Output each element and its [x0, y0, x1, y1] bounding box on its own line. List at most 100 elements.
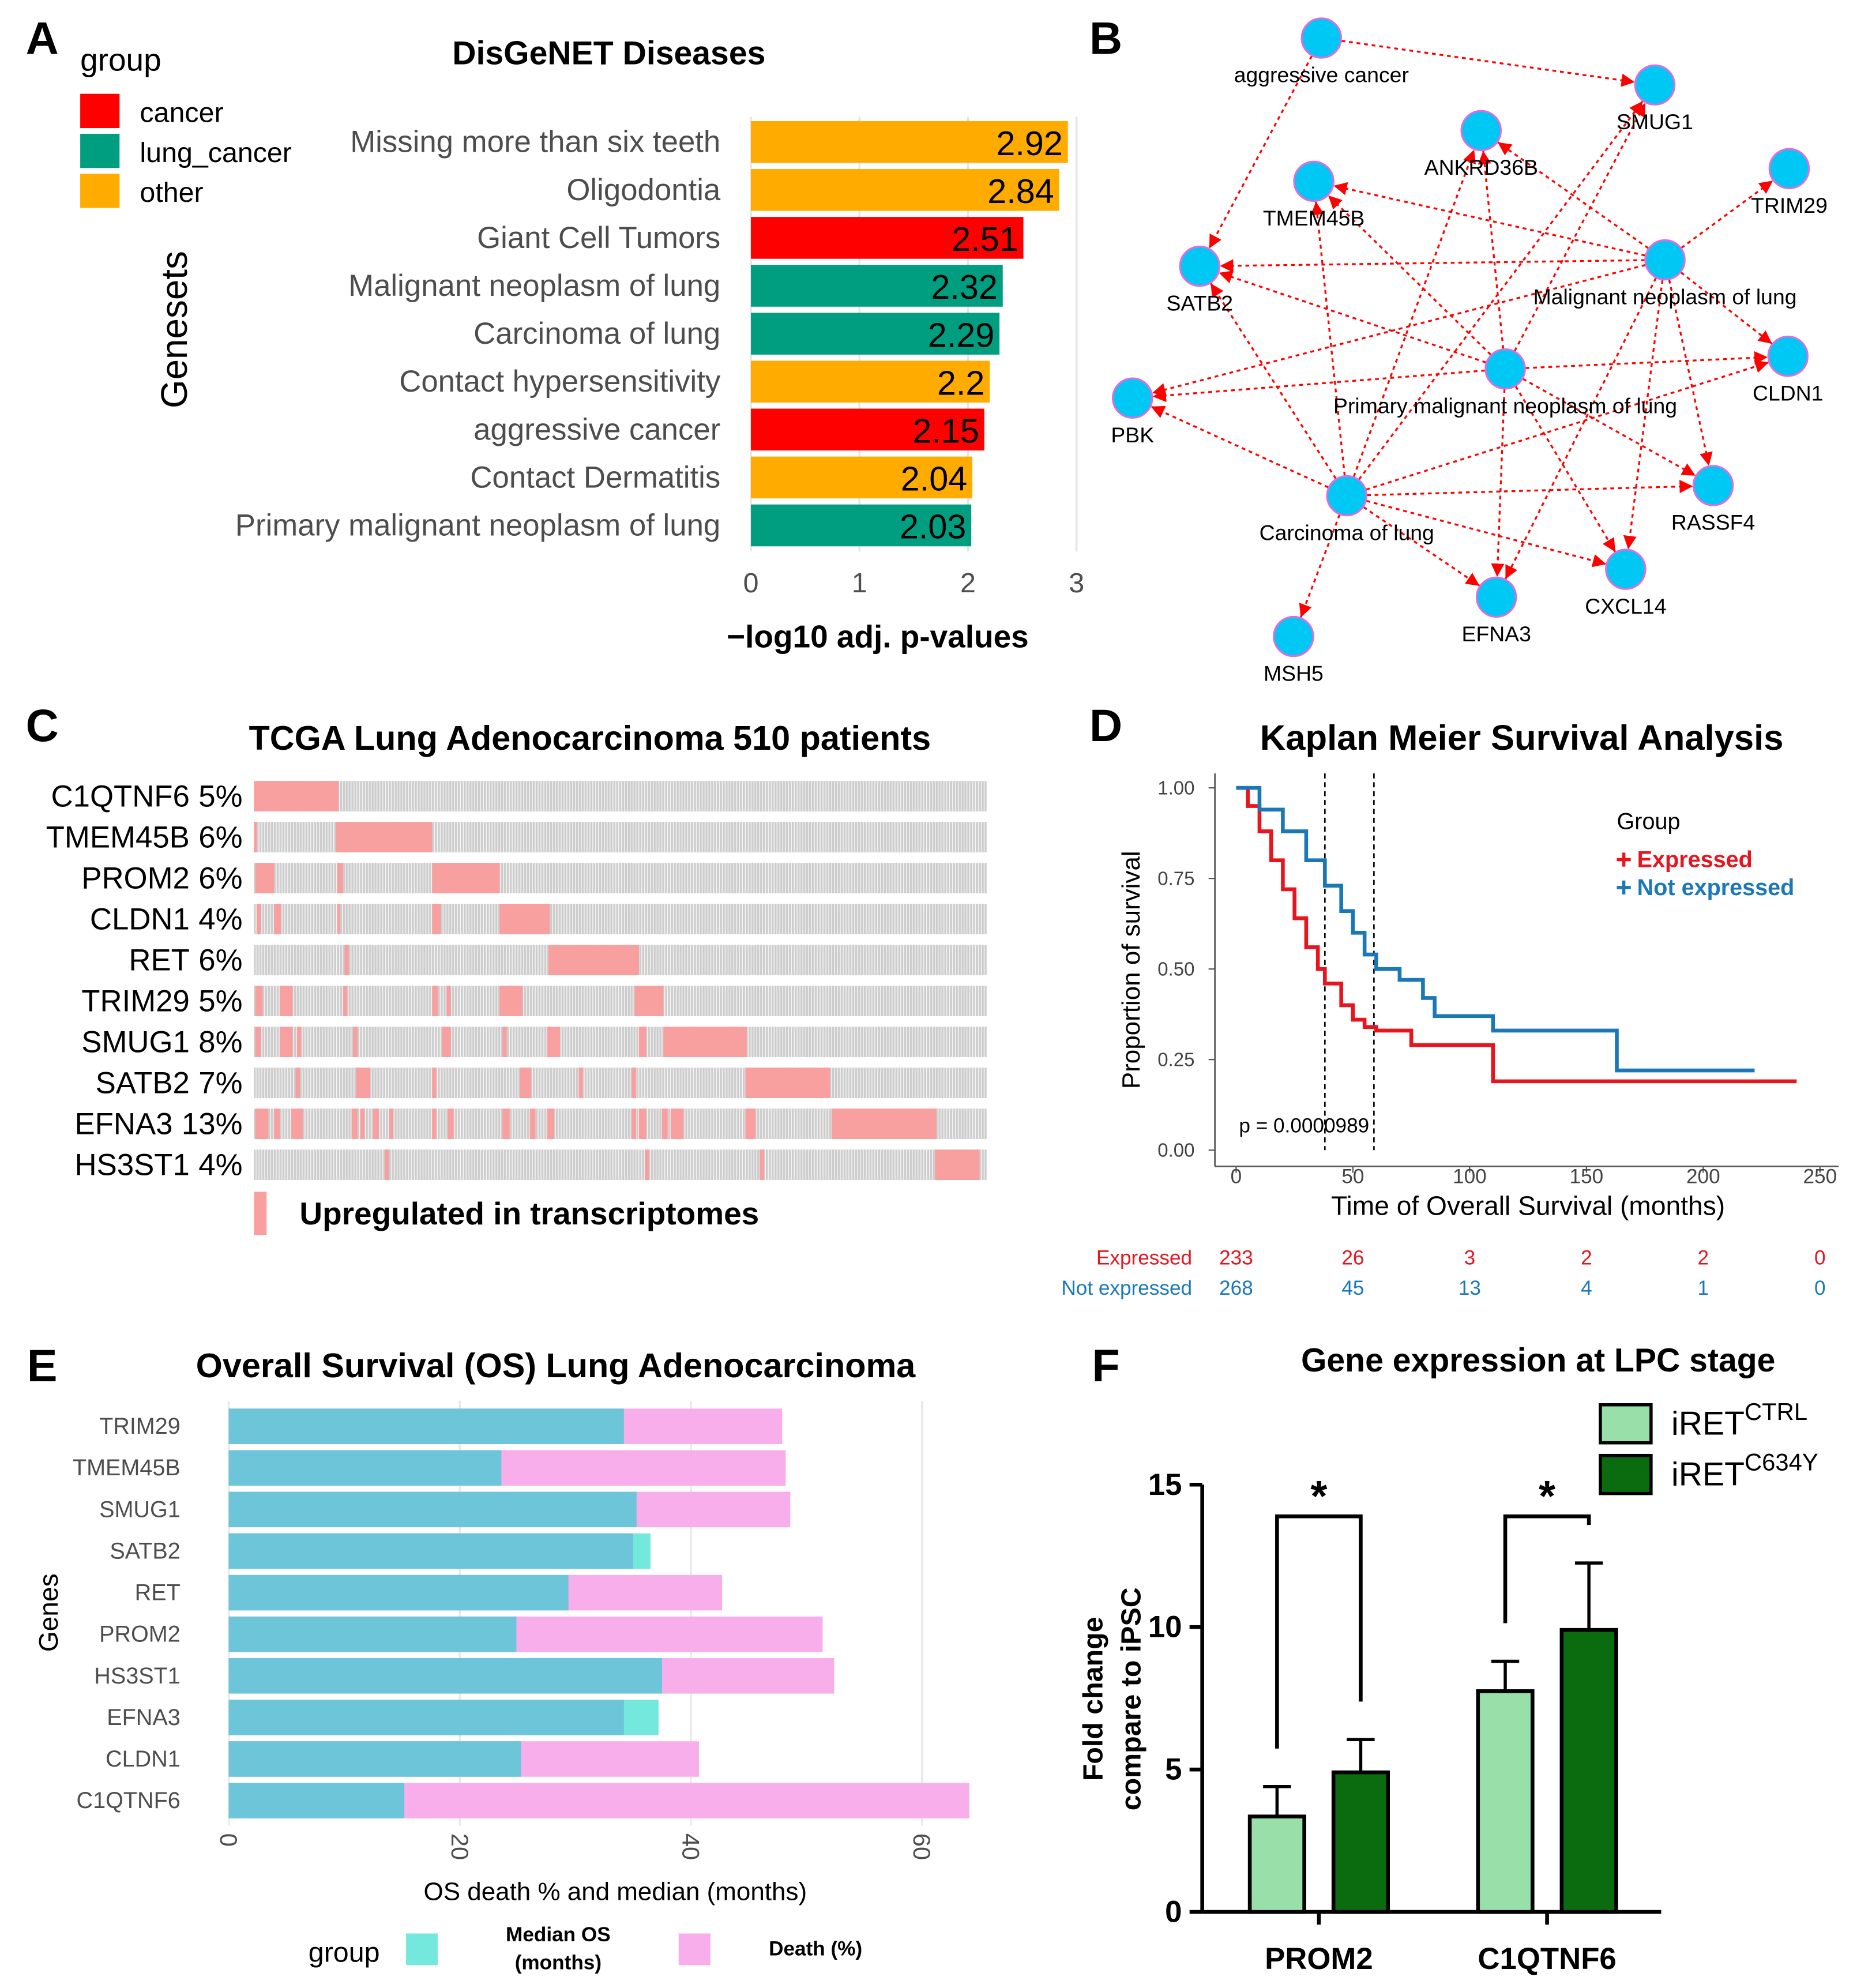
- node-label: SATB2: [1166, 291, 1233, 315]
- alteration: [344, 945, 349, 975]
- alteration: [351, 1108, 358, 1139]
- alteration: [634, 986, 664, 1016]
- node: [1768, 148, 1810, 190]
- gene-label: SATB2 7%: [96, 1066, 243, 1100]
- gene-name: HS3ST1: [75, 1148, 190, 1182]
- error-bar: [1347, 1738, 1375, 1773]
- bar: [751, 121, 1068, 163]
- alteration: [432, 863, 500, 893]
- alteration: [297, 1027, 302, 1057]
- node-label: Primary malignant neoplasm of lung: [1333, 393, 1677, 418]
- survival-curve: [1236, 786, 1755, 1073]
- risk-count: 233: [1219, 1246, 1253, 1269]
- category-label: SMUG1: [99, 1497, 181, 1522]
- value-label: 2.84: [987, 172, 1054, 211]
- alteration: [446, 986, 451, 1016]
- edge: [1299, 514, 1341, 618]
- gene-label: TMEM45B 6%: [46, 820, 243, 854]
- alteration: [745, 1108, 755, 1139]
- edge: [1152, 369, 1486, 403]
- node-label: Carcinoma of lung: [1260, 520, 1434, 544]
- panel-letter: B: [1089, 12, 1122, 63]
- edge: [1522, 378, 1696, 477]
- bar: [228, 1491, 637, 1528]
- gene-label: RET 6%: [129, 943, 242, 977]
- y-tick-label: 15: [1148, 1468, 1182, 1502]
- node: [1460, 110, 1502, 152]
- bar: [751, 313, 1000, 355]
- alteration: [389, 1108, 393, 1139]
- risk-count: 0: [1814, 1246, 1826, 1269]
- edge: [1341, 40, 1635, 87]
- x-tick-label: 100: [1453, 1166, 1487, 1188]
- category-label: EFNA3: [107, 1705, 181, 1730]
- y-tick-label: 0.00: [1157, 1140, 1194, 1161]
- y-axis-label: Genesets: [153, 251, 195, 408]
- gene-name: C1QTNF6: [51, 779, 190, 813]
- edge: [1209, 283, 1337, 479]
- alteration: [745, 1068, 830, 1098]
- track: [254, 863, 987, 893]
- alteration: [631, 1108, 637, 1139]
- alteration: [663, 1027, 747, 1057]
- legend-title: group: [80, 42, 161, 77]
- x-tick-label: 20: [446, 1833, 473, 1860]
- alteration: [337, 863, 343, 893]
- value-label: 2.15: [912, 411, 979, 450]
- risk-label: Expressed: [1096, 1246, 1192, 1269]
- alteration: [760, 1149, 764, 1180]
- legend-label: Upregulated in transcriptomes: [299, 1196, 759, 1231]
- node: [1326, 475, 1367, 517]
- bar: [228, 1741, 521, 1777]
- bar: [228, 1408, 624, 1444]
- gene-label: EFNA3 13%: [75, 1107, 243, 1141]
- alteration: [255, 986, 263, 1016]
- node-label: EFNA3: [1461, 622, 1531, 646]
- alteration: [337, 904, 340, 934]
- error-bar: [1491, 1659, 1520, 1692]
- gene-name: CLDN1: [90, 902, 190, 936]
- legend-label: other: [140, 177, 203, 208]
- legend-title: group: [309, 1937, 380, 1968]
- gene-name: SMUG1: [81, 1025, 190, 1059]
- track: [254, 904, 987, 934]
- alteration: [280, 1027, 293, 1057]
- significance-label: *: [1539, 1472, 1556, 1520]
- risk-label: Not expressed: [1061, 1277, 1192, 1299]
- node: [1605, 548, 1647, 590]
- node-label: TRIM29: [1751, 193, 1828, 217]
- category-label: TRIM29: [99, 1414, 181, 1439]
- bar: [228, 1616, 517, 1652]
- node: [1273, 615, 1314, 657]
- alteration: [255, 1108, 269, 1139]
- gene-label: SMUG1 8%: [81, 1025, 242, 1059]
- alteration: [639, 1027, 646, 1057]
- category-label: C1QTNF6: [77, 1788, 181, 1813]
- bar: [228, 1658, 662, 1694]
- x-tick-label: C1QTNF6: [1478, 1942, 1616, 1976]
- legend-label: (months): [515, 1952, 602, 1974]
- bar: [751, 456, 973, 499]
- category-label: SATB2: [110, 1538, 180, 1564]
- chart-title: DisGeNET Diseases: [452, 35, 765, 72]
- node: [1112, 377, 1153, 419]
- node: [1179, 245, 1220, 287]
- alteration: [432, 904, 441, 934]
- gene-label: C1QTNF6 5%: [51, 779, 243, 813]
- alteration: [644, 1149, 649, 1180]
- legend-swatch: [254, 1192, 267, 1235]
- chart-title: Overall Survival (OS) Lung Adenocarcinom…: [196, 1346, 916, 1385]
- legend-swatch: [1599, 1453, 1653, 1495]
- error-bar: [1574, 1561, 1603, 1630]
- x-tick-label: 0: [743, 568, 759, 599]
- bar: [228, 1700, 624, 1735]
- alteration: [520, 1068, 532, 1098]
- alteration: [274, 1108, 280, 1139]
- category-label: Malignant neoplasm of lung: [348, 269, 720, 303]
- alteration: [255, 1027, 261, 1057]
- alteration: [360, 1108, 365, 1139]
- gene-name: EFNA3: [75, 1107, 173, 1141]
- legend-swatch: [678, 1933, 711, 1966]
- alteration: [336, 822, 433, 852]
- x-tick-label: 50: [1341, 1166, 1364, 1188]
